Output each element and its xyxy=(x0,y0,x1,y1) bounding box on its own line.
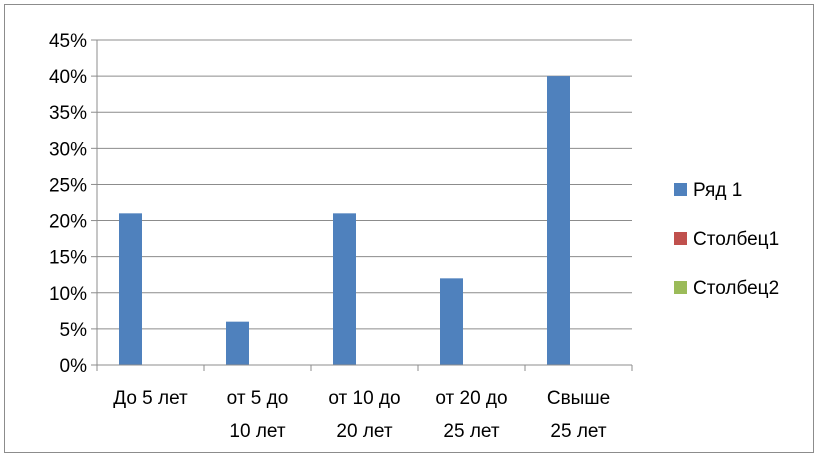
y-tick-label: 5% xyxy=(60,320,88,341)
legend-swatch xyxy=(674,232,687,245)
bar xyxy=(119,213,142,365)
legend-label: Столбец1 xyxy=(693,229,779,250)
x-tick-label: До 5 лет xyxy=(113,388,188,409)
x-tick-label: 10 лет xyxy=(229,421,285,442)
y-tick-label: 45% xyxy=(49,31,87,52)
y-tick-label: 0% xyxy=(60,356,88,377)
legend-swatch xyxy=(674,183,687,196)
bar xyxy=(226,321,249,365)
y-tick-label: 35% xyxy=(49,103,87,124)
y-tick-label: 15% xyxy=(49,248,87,269)
y-tick-label: 40% xyxy=(49,67,87,88)
bar xyxy=(440,278,463,365)
bar xyxy=(547,76,570,365)
y-tick-label: 25% xyxy=(49,175,87,196)
legend-swatch xyxy=(674,281,687,294)
x-tick-label: от 10 до xyxy=(328,388,400,409)
y-tick-label: 20% xyxy=(49,212,87,233)
x-tick-label: 20 лет xyxy=(336,421,392,442)
gridlines xyxy=(97,39,632,330)
y-tick-label: 30% xyxy=(49,139,87,160)
x-tick-label: Свыше xyxy=(547,388,610,409)
legend-label: Столбец2 xyxy=(693,278,779,299)
x-tick-label: 25 лет xyxy=(443,421,499,442)
legend: Ряд 1 Столбец1 Столбец2 xyxy=(674,180,779,299)
bar xyxy=(333,213,356,365)
x-tick-label: от 20 до xyxy=(435,388,507,409)
x-tick-label: 25 лет xyxy=(550,421,606,442)
legend-label: Ряд 1 xyxy=(693,180,742,201)
axes xyxy=(91,39,633,371)
y-axis-ticks: 0% 5% 10% 15% 20% 25% 30% 35% 40% 45% xyxy=(49,31,87,377)
bars xyxy=(119,76,570,365)
x-axis-ticks: До 5 лет от 5 до 10 лет от 10 до 20 лет от 20… xyxy=(113,388,610,442)
x-tick-label: от 5 до xyxy=(227,388,289,409)
y-tick-label: 10% xyxy=(49,284,87,305)
